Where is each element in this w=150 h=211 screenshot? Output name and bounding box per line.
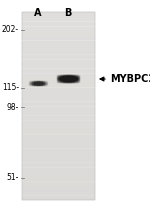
Bar <box>22 73 95 78</box>
Bar <box>22 12 95 17</box>
Bar <box>22 172 95 177</box>
Bar <box>22 59 95 64</box>
Bar <box>22 40 95 45</box>
Bar <box>22 130 95 135</box>
Bar <box>22 31 95 36</box>
Bar <box>22 195 95 200</box>
Bar <box>22 115 95 121</box>
Bar <box>22 186 95 191</box>
Bar <box>22 139 95 144</box>
Text: 98-: 98- <box>7 103 19 111</box>
Bar <box>22 167 95 172</box>
Bar <box>22 158 95 163</box>
Bar <box>22 125 95 130</box>
Bar <box>22 64 95 69</box>
Bar <box>22 176 95 182</box>
Bar <box>22 26 95 31</box>
Bar <box>22 106 95 111</box>
Text: B: B <box>64 8 72 18</box>
Bar <box>22 21 95 27</box>
Bar <box>22 78 95 83</box>
Bar <box>22 12 95 200</box>
Text: 115-: 115- <box>2 84 19 92</box>
Bar <box>22 54 95 60</box>
Bar <box>22 17 95 22</box>
Bar <box>22 144 95 149</box>
Bar <box>22 111 95 116</box>
Text: A: A <box>34 8 42 18</box>
Text: 202-: 202- <box>2 26 19 35</box>
Text: 51-: 51- <box>7 173 19 183</box>
Bar <box>22 50 95 55</box>
Bar <box>22 83 95 88</box>
Bar <box>22 162 95 168</box>
Bar <box>22 101 95 107</box>
Bar <box>22 68 95 74</box>
Bar <box>22 181 95 186</box>
Bar <box>22 97 95 102</box>
Text: MYBPC2: MYBPC2 <box>110 74 150 84</box>
Bar <box>22 92 95 97</box>
Bar <box>22 191 95 196</box>
Bar <box>22 87 95 92</box>
Bar <box>22 153 95 158</box>
Bar <box>22 120 95 125</box>
Bar <box>22 45 95 50</box>
Bar <box>22 148 95 153</box>
Bar <box>22 35 95 41</box>
Bar <box>22 134 95 139</box>
